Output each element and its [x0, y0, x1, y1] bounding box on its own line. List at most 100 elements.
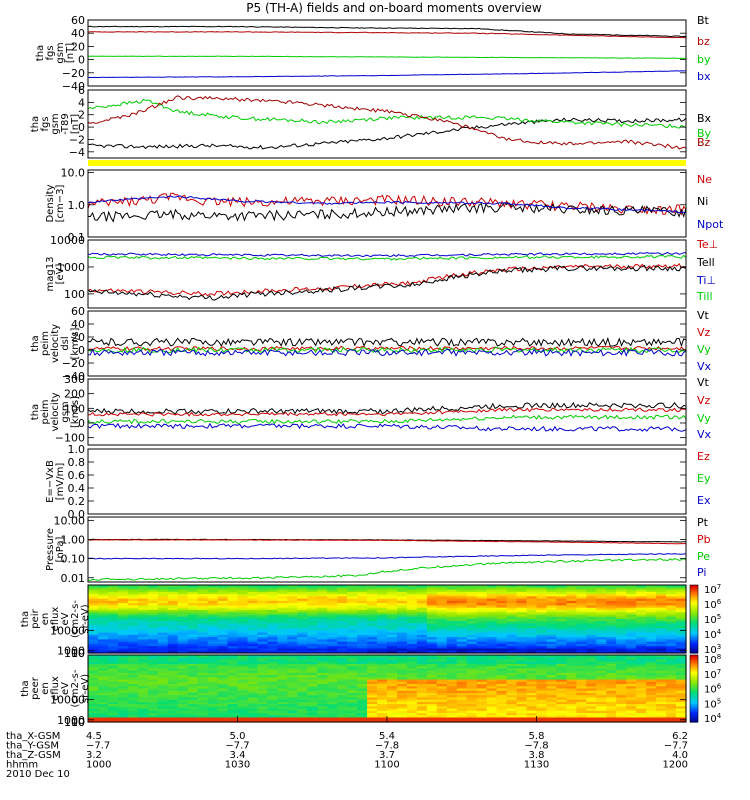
- spectrogram-cell: [636, 641, 647, 645]
- spectrogram-cell: [247, 690, 259, 694]
- spectrogram-cell: [167, 688, 179, 692]
- spectrogram-cell: [247, 659, 259, 663]
- spectrogram-cell: [476, 619, 488, 622]
- spectrogram-cell: [516, 677, 528, 681]
- spectrogram-cell: [486, 619, 498, 622]
- spectrogram-cell: [377, 699, 388, 703]
- spectrogram-cell: [676, 670, 687, 674]
- spectrogram-cell: [436, 701, 448, 705]
- spectrogram-cell: [307, 719, 318, 723]
- spectrogram-cell: [137, 646, 149, 650]
- spectrogram-cell: [287, 648, 298, 652]
- spectrogram-cell: [546, 717, 558, 721]
- spectrogram-cell: [327, 701, 338, 705]
- spectrogram-cell: [237, 600, 249, 604]
- y-tick-label: 1.0: [68, 199, 86, 212]
- y-axis-label: eV: [60, 682, 71, 695]
- spectrogram-cell: [217, 686, 229, 690]
- spectrogram-cell: [486, 672, 498, 676]
- spectrogram-cell: [277, 605, 288, 609]
- spectrogram-cell: [586, 603, 597, 606]
- spectrogram-cell: [406, 679, 418, 683]
- spectrogram-cell: [327, 600, 338, 604]
- spectrogram-cell: [666, 585, 677, 588]
- spectrogram-cell: [88, 594, 99, 597]
- spectrogram-cell: [197, 693, 209, 696]
- spectrogram-cell: [397, 616, 408, 620]
- spectrogram-cell: [586, 690, 597, 694]
- spectrogram-cell: [436, 690, 448, 694]
- spectrogram-cell: [526, 661, 538, 665]
- spectrogram-cell: [496, 603, 508, 606]
- spectrogram-cell: [177, 591, 189, 595]
- spectrogram-cell: [586, 677, 597, 681]
- spectrogram-cell: [337, 672, 348, 676]
- spectrogram-cell: [586, 668, 597, 672]
- spectrogram-cell: [666, 648, 677, 652]
- spectrogram-cell: [576, 650, 587, 654]
- spectrogram-cell: [167, 681, 179, 685]
- spectrogram-cell: [616, 713, 627, 716]
- spectrogram-cell: [636, 594, 647, 597]
- spectrogram-cell: [347, 659, 358, 663]
- spectrogram-cell: [546, 646, 558, 650]
- spectrogram-cell: [526, 672, 538, 676]
- spectrogram-cell: [317, 670, 328, 674]
- spectrogram-cell: [377, 679, 388, 683]
- spectrogram-cell: [526, 609, 538, 613]
- spectrogram-cell: [397, 596, 408, 600]
- spectrogram-cell: [357, 621, 368, 625]
- spectrogram-cell: [297, 628, 308, 631]
- spectrogram-cell: [247, 668, 259, 672]
- spectrogram-cell: [456, 717, 468, 721]
- spectrogram-cell: [317, 706, 328, 710]
- spectrogram-cell: [397, 679, 408, 683]
- spectrogram-cell: [127, 713, 139, 716]
- spectrogram-cell: [636, 650, 647, 654]
- spectrogram-cell: [377, 598, 388, 602]
- spectrogram-cell: [217, 607, 229, 611]
- spectrogram-cell: [406, 668, 418, 672]
- spectrogram-cell: [167, 609, 179, 613]
- spectrogram-cell: [496, 650, 508, 654]
- spectrogram-cell: [367, 659, 378, 663]
- spectrogram-cell: [496, 589, 508, 593]
- spectrogram-cell: [506, 603, 518, 606]
- spectrogram-cell: [327, 609, 338, 613]
- spectrogram-cell: [536, 686, 548, 690]
- spectrogram-cell: [277, 623, 288, 627]
- spectrogram-cell: [476, 639, 488, 643]
- spectrogram-cell: [466, 650, 478, 654]
- spectrogram-cell: [327, 699, 338, 703]
- spectrogram-cell: [666, 672, 677, 676]
- spectrogram-cell: [98, 628, 109, 631]
- spectrogram-cell: [616, 655, 627, 658]
- spectrogram-cell: [137, 704, 149, 707]
- spectrogram-cell: [377, 643, 388, 647]
- colorbar-swatch: [690, 686, 698, 690]
- spectrogram-cell: [566, 648, 577, 652]
- spectrogram-cell: [606, 614, 617, 618]
- spectrogram-cell: [626, 666, 637, 669]
- spectrogram-cell: [446, 663, 458, 667]
- spectrogram-cell: [147, 710, 159, 714]
- spectrogram-cell: [357, 686, 368, 690]
- spectrogram-cell: [127, 701, 139, 705]
- spectrogram-cell: [676, 587, 687, 591]
- spectrogram-cell: [127, 621, 139, 625]
- spectrogram-cell: [456, 704, 468, 707]
- spectrogram-cell: [666, 616, 677, 620]
- spectrogram-cell: [267, 706, 278, 710]
- spectrogram-cell: [317, 634, 328, 638]
- spectrogram-cell: [406, 672, 418, 676]
- spectrogram-cell: [496, 628, 508, 631]
- spectrogram-cell: [337, 686, 348, 690]
- spectrogram-cell: [397, 621, 408, 625]
- legend-Ni: Ni: [697, 195, 708, 208]
- spectrogram-cell: [197, 663, 209, 667]
- spectrogram-cell: [307, 637, 318, 640]
- spectrogram-cell: [347, 634, 358, 638]
- spectrogram-cell: [207, 632, 219, 636]
- spectrogram-cell: [516, 668, 528, 672]
- spectrogram-cell: [267, 632, 278, 636]
